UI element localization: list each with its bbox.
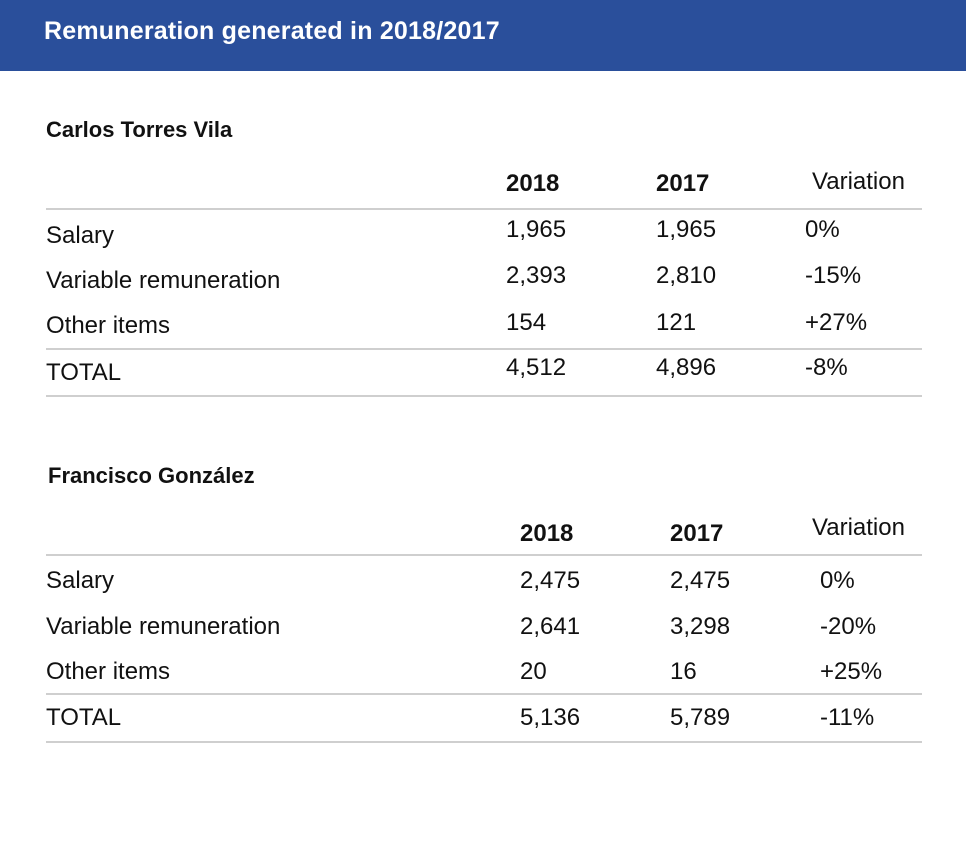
cell-2018: 2,641	[520, 613, 581, 640]
cell-variation: 0%	[805, 216, 840, 243]
table-divider	[46, 348, 922, 350]
column-header-2018: 2018	[520, 520, 574, 547]
table-divider	[46, 741, 922, 743]
section-name: Francisco González	[48, 463, 255, 488]
cell-2018: 2,393	[506, 262, 567, 289]
column-header-variation: Variation	[812, 514, 905, 541]
page-title: Remuneration generated in 2018/2017	[44, 17, 500, 45]
cell-variation: -8%	[805, 354, 848, 381]
cell-2018: 20	[520, 658, 547, 685]
row-label: Salary	[46, 567, 115, 594]
title-banner: Remuneration generated in 2018/2017	[0, 0, 966, 71]
cell-2018: 2,475	[520, 567, 581, 594]
cell-2017: 5,789	[670, 704, 731, 731]
column-header-2017: 2017	[656, 170, 710, 197]
column-header-variation: Variation	[812, 168, 905, 195]
table-divider	[46, 693, 922, 695]
row-label: Variable remuneration	[46, 267, 281, 294]
cell-2018: 1,965	[506, 216, 567, 243]
row-label: TOTAL	[46, 359, 122, 386]
cell-2017: 16	[670, 658, 697, 685]
column-header-2018: 2018	[506, 170, 560, 197]
table-divider	[46, 554, 922, 556]
cell-2018: 5,136	[520, 704, 581, 731]
cell-variation: -20%	[820, 613, 877, 640]
row-label: Variable remuneration	[46, 613, 281, 640]
cell-2018: 154	[506, 309, 547, 336]
row-label: TOTAL	[46, 704, 122, 731]
row-label: Other items	[46, 658, 171, 685]
cell-variation: 0%	[820, 567, 855, 594]
cell-2017: 2,810	[656, 262, 717, 289]
section-name: Carlos Torres Vila	[46, 117, 233, 142]
cell-2017: 2,475	[670, 567, 731, 594]
cell-variation: -11%	[820, 704, 875, 731]
row-label: Other items	[46, 312, 171, 339]
cell-2017: 121	[656, 309, 697, 336]
cell-2017: 3,298	[670, 613, 731, 640]
column-header-2017: 2017	[670, 520, 724, 547]
row-label: Salary	[46, 222, 115, 249]
table-divider	[46, 395, 922, 397]
cell-2017: 4,896	[656, 354, 717, 381]
cell-variation: -15%	[805, 262, 862, 289]
cell-variation: +27%	[805, 309, 868, 336]
cell-2018: 4,512	[506, 354, 567, 381]
cell-variation: +25%	[820, 658, 883, 685]
cell-2017: 1,965	[656, 216, 717, 243]
table-divider	[46, 208, 922, 210]
